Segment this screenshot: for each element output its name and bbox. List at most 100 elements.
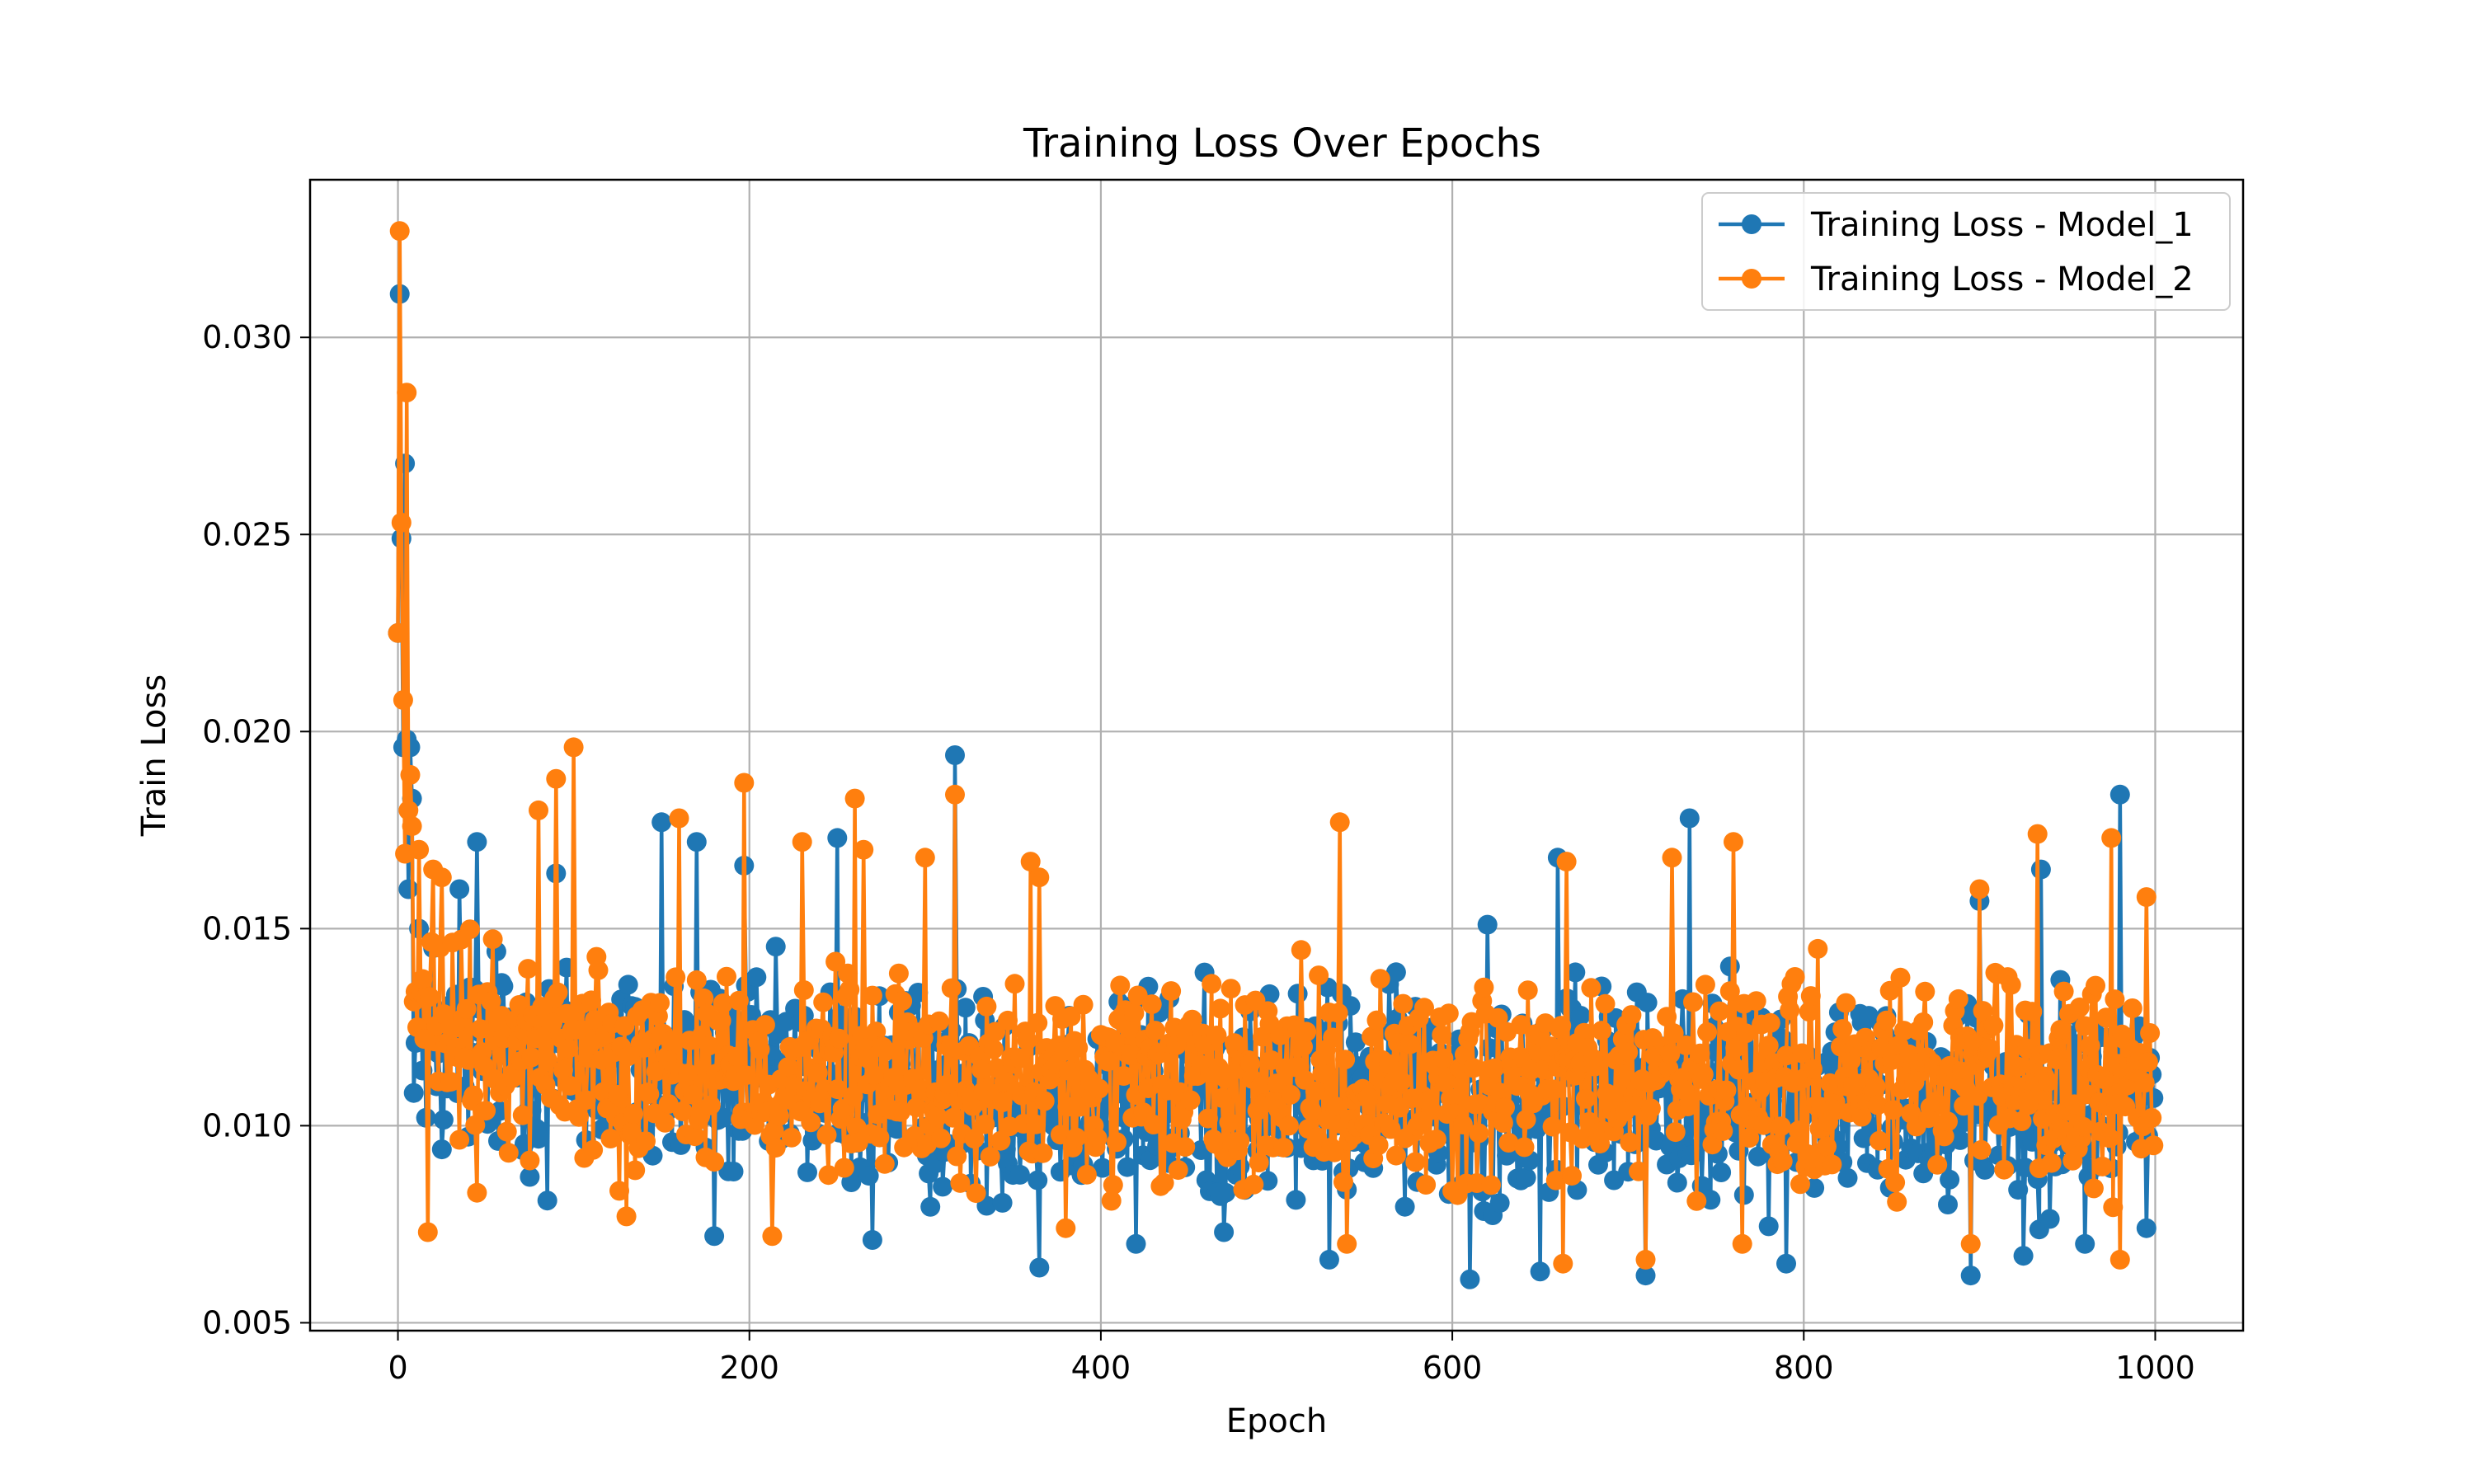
- data-point: [915, 848, 935, 868]
- data-point: [403, 1082, 424, 1103]
- data-point: [1474, 977, 1494, 998]
- data-point: [1326, 1097, 1347, 1117]
- data-point: [755, 1015, 775, 1036]
- data-point: [1098, 1051, 1118, 1072]
- data-point: [1366, 1010, 1387, 1031]
- data-point: [1530, 1261, 1550, 1282]
- data-point: [1250, 1076, 1271, 1097]
- data-point: [1657, 1007, 1677, 1027]
- data-point: [920, 1196, 941, 1217]
- data-point: [1329, 812, 1350, 833]
- data-point: [1584, 1056, 1605, 1077]
- data-point: [1758, 1036, 1779, 1056]
- y-tick-label: 0.020: [202, 713, 292, 749]
- data-point: [2122, 998, 2142, 1018]
- data-point: [862, 985, 882, 1006]
- data-point: [563, 737, 584, 758]
- data-point: [651, 812, 672, 833]
- data-point: [966, 1183, 986, 1204]
- data-point: [1573, 1022, 1594, 1043]
- data-point: [1869, 1130, 1889, 1151]
- data-point: [750, 1039, 770, 1059]
- data-point: [704, 1226, 725, 1247]
- data-point: [1517, 980, 1538, 1001]
- data-point: [1621, 1005, 1642, 1026]
- data-point: [1595, 993, 1616, 1014]
- data-point: [990, 1130, 1011, 1151]
- data-point: [1832, 1019, 1853, 1040]
- data-point: [2080, 1036, 2100, 1056]
- data-point: [1736, 1023, 1756, 1044]
- data-point: [2047, 1050, 2067, 1070]
- data-point: [1915, 981, 1935, 1002]
- data-point: [927, 1106, 948, 1127]
- data-point: [793, 980, 814, 1000]
- data-point: [1126, 1233, 1146, 1254]
- data-point: [1154, 1172, 1174, 1193]
- data-point: [1110, 975, 1131, 996]
- data-point: [765, 1138, 786, 1158]
- data-point: [1747, 1146, 1768, 1167]
- data-point: [2008, 1180, 2029, 1200]
- data-point: [1438, 1003, 1459, 1024]
- data-point: [467, 832, 487, 852]
- data-point: [769, 1106, 789, 1126]
- data-point: [636, 1131, 656, 1152]
- data-point: [1309, 965, 1329, 986]
- legend: Training Loss - Model_1 Training Loss - …: [1701, 192, 2231, 311]
- data-point: [1113, 1066, 1134, 1086]
- data-point: [2138, 1052, 2158, 1073]
- data-point: [498, 1143, 519, 1163]
- data-point: [1746, 991, 1766, 1012]
- data-point: [1380, 1119, 1401, 1139]
- data-point: [465, 1115, 486, 1135]
- data-point: [1379, 1054, 1399, 1074]
- data-point: [1267, 1073, 1286, 1094]
- data-point: [827, 1079, 848, 1100]
- data-point: [1968, 1086, 1988, 1106]
- x-axis-label: Epoch: [1226, 1402, 1327, 1440]
- data-point: [1719, 956, 1740, 977]
- data-point: [2075, 1233, 2095, 1254]
- data-point: [1817, 1136, 1837, 1157]
- data-point: [646, 1061, 666, 1082]
- data-point: [888, 963, 909, 984]
- data-point: [1117, 1157, 1137, 1177]
- data-point: [560, 1075, 581, 1096]
- data-point: [1273, 1137, 1294, 1158]
- data-point: [1216, 1182, 1236, 1203]
- data-point: [1495, 1097, 1515, 1118]
- x-tick-label: 0: [388, 1350, 407, 1386]
- data-point: [537, 1050, 557, 1070]
- data-point: [684, 1126, 705, 1147]
- data-point: [1460, 1269, 1480, 1289]
- data-point: [941, 978, 962, 998]
- data-point: [998, 1010, 1018, 1031]
- legend-box: [1701, 192, 2231, 311]
- data-point: [1059, 1060, 1079, 1081]
- data-point: [1635, 1266, 1656, 1286]
- data-point: [1724, 832, 1743, 852]
- data-point: [520, 1167, 540, 1187]
- data-point: [980, 1146, 1000, 1167]
- data-point: [2053, 981, 2074, 1002]
- data-point: [728, 990, 749, 1011]
- data-point: [2001, 974, 2021, 995]
- data-point: [1337, 1233, 1357, 1254]
- data-point: [1145, 1021, 1165, 1041]
- grid-lines: [310, 180, 2243, 1331]
- data-point: [520, 1150, 540, 1171]
- data-point: [1368, 1135, 1389, 1155]
- data-point: [1881, 1050, 1902, 1070]
- data-point: [1026, 1114, 1047, 1134]
- data-point: [2086, 975, 2105, 996]
- data-point: [1729, 1059, 1749, 1080]
- data-point: [734, 773, 755, 793]
- data-point: [1887, 1191, 1907, 1212]
- data-point: [609, 1181, 629, 1201]
- data-point: [476, 1101, 496, 1121]
- data-point: [600, 1129, 621, 1148]
- data-point: [1421, 1100, 1442, 1120]
- data-point: [398, 879, 419, 899]
